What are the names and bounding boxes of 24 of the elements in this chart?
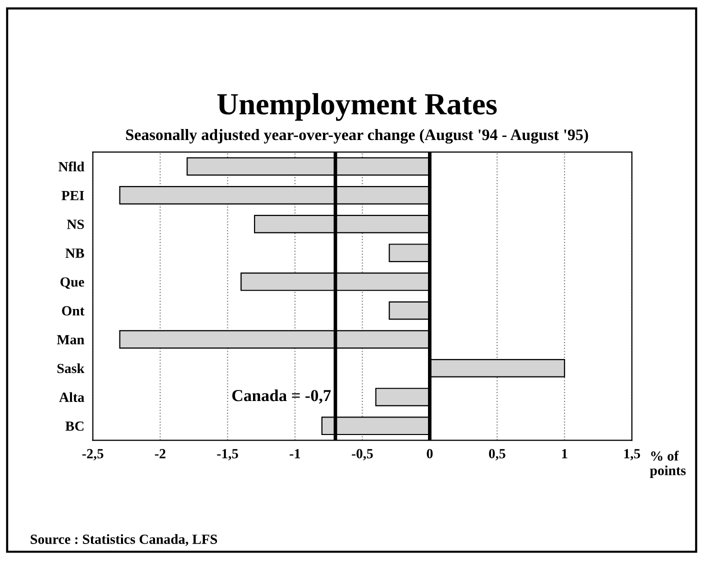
x-tick-label: -1,5	[217, 449, 238, 460]
x-tick-label: -1	[290, 449, 300, 458]
x-tick-label: -2,5	[82, 449, 104, 460]
y-tick-label: NB	[65, 248, 84, 258]
y-tick-label: BC	[65, 421, 84, 431]
x-tick-label: 1	[562, 449, 568, 458]
x-tick-label: 0,5	[488, 449, 506, 460]
source-note: Source : Statistics Canada, LFS	[30, 534, 218, 546]
x-tick-label: -0,5	[352, 449, 373, 460]
y-tick-label: PEI	[62, 190, 84, 200]
y-tick-label: NS	[67, 220, 84, 230]
x-axis-title: % of points	[650, 450, 686, 478]
y-tick-label: Ont	[62, 306, 84, 316]
y-tick-label: Alta	[59, 392, 84, 402]
y-tick-label: Man	[56, 335, 84, 344]
chart-title: Unemployment Rates	[217, 93, 497, 121]
y-tick-label: Sask	[57, 363, 84, 374]
y-tick-label: Que	[60, 277, 84, 289]
x-tick-label: 0	[426, 449, 433, 458]
y-tick-label: Nfld	[58, 161, 84, 172]
x-tick-label: -2	[154, 449, 166, 458]
ref-line-label: Canada = -0,7	[232, 389, 331, 404]
chart-subtitle: Seasonally adjusted year-over-year change (August '94 - August '95)	[126, 128, 588, 144]
x-tick-label: 1,5	[624, 449, 640, 460]
